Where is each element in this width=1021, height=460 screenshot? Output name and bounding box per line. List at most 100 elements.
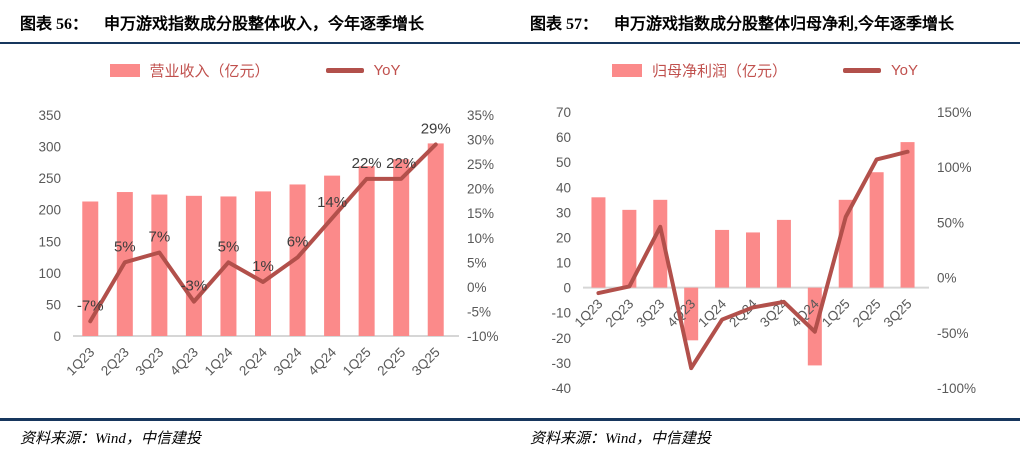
bar	[255, 191, 271, 336]
yoy-point-label: 1%	[252, 258, 274, 275]
bar	[900, 142, 915, 288]
left-axis-tick: 250	[38, 171, 61, 186]
legend-label: 营业收入（亿元）	[149, 63, 270, 80]
figure-56-title-row: 图表 56： 申万游戏指数成分股整体收入，今年逐季增长	[20, 10, 504, 34]
bar	[653, 199, 668, 288]
right-axis-tick: 50%	[937, 215, 964, 230]
left-axis-tick: 60	[556, 130, 571, 145]
yoy-line	[596, 149, 910, 371]
yoy-point-label: 5%	[218, 238, 240, 255]
x-axis-label: 1Q25	[340, 345, 374, 379]
title-divider	[510, 42, 1020, 44]
bar-series-swatch	[109, 64, 140, 77]
bar	[427, 143, 444, 336]
x-axis-label: 3Q23	[633, 296, 667, 330]
title-divider	[0, 42, 510, 44]
x-axis-label: 2Q23	[98, 345, 132, 379]
x-axis-label: 4Q24	[305, 344, 339, 378]
source-note: 资料来源：Wind，中信建投	[20, 431, 201, 447]
yoy-point-label: 5%	[114, 238, 136, 255]
left-axis-tick: 300	[38, 140, 61, 155]
left-axis-tick: 200	[38, 203, 61, 218]
bar	[151, 194, 168, 336]
bar	[715, 229, 730, 288]
x-axis-label: 3Q23	[133, 345, 167, 379]
legend-item-bar: 归母净利润（亿元）	[612, 60, 787, 81]
right-axis-tick: 35%	[467, 108, 494, 123]
legend-item-bar: 营业收入（亿元）	[109, 60, 270, 81]
x-axis-label: 3Q24	[757, 296, 791, 330]
right-axis-tick: 150%	[937, 105, 972, 120]
yoy-point-label: 29%	[421, 120, 451, 137]
bar	[746, 232, 760, 288]
left-axis-tick: -10	[551, 306, 571, 321]
figure-title: 申万游戏指数成分股整体收入，今年逐季增长	[104, 16, 425, 33]
yoy-point-label: 6%	[287, 233, 309, 250]
right-axis-tick: 5%	[467, 255, 487, 270]
figure-label: 图表 56：	[20, 16, 89, 33]
legend-item-line: YoY	[843, 62, 918, 79]
x-axis-label: 1Q24	[695, 296, 729, 330]
line-series-swatch	[843, 68, 882, 73]
bar	[591, 197, 606, 288]
bar	[684, 287, 699, 341]
revenue-chart: 0 50 100 150 200 250 300 350 -10% -5% 0% 5% 10% 15% 20…	[38, 108, 499, 379]
right-axis-tick: 25%	[467, 157, 494, 172]
legend-item-line: YoY	[325, 62, 401, 79]
right-axis-tick: -50%	[937, 326, 969, 341]
bar	[776, 219, 791, 288]
right-axis-tick: 30%	[467, 133, 494, 148]
right-axis-tick: 0%	[467, 280, 487, 295]
left-axis-tick: 20	[556, 230, 571, 245]
figure-57-title-row: 图表 57： 申万游戏指数成分股整体归母净利,今年逐季增长	[530, 10, 1014, 34]
bar	[289, 184, 306, 336]
legend-label: YoY	[891, 62, 918, 79]
revenue-chart-legend: 营业收入（亿元） YoY	[0, 60, 510, 81]
net-profit-chart-legend: 归母净利润（亿元） YoY	[510, 60, 1020, 81]
bar	[358, 166, 375, 336]
figure-56-panel: 图表 56： 申万游戏指数成分股整体收入，今年逐季增长 营业收入（亿元） YoY …	[0, 0, 510, 460]
right-axis-tick: 20%	[467, 182, 494, 197]
left-axis-tick: 70	[556, 105, 571, 120]
left-axis-tick: 100	[38, 266, 61, 281]
yoy-point-label: 22%	[352, 155, 382, 172]
yoy-line	[88, 142, 438, 324]
right-axis-tick: 10%	[467, 231, 494, 246]
net-profit-chart: -40 -30 -20 -10 0 10 20 30 40 50 60 70 -100% -50% 0% 50…	[551, 105, 976, 396]
left-axis-tick: -40	[551, 381, 571, 396]
left-axis-tick: 10	[556, 256, 571, 271]
left-axis-tick: 0	[563, 281, 571, 296]
right-axis-tick: 100%	[937, 160, 972, 175]
left-axis-tick: 0	[53, 329, 61, 344]
bar	[869, 172, 884, 288]
bar	[220, 196, 237, 336]
x-axis-label: 3Q25	[881, 296, 915, 330]
x-axis-label: 1Q23	[63, 345, 97, 379]
left-axis-tick: 30	[556, 205, 571, 220]
x-axis-label: 3Q24	[271, 344, 305, 378]
legend-label: YoY	[373, 62, 401, 79]
x-axis-label: 2Q25	[374, 345, 408, 379]
x-axis-label: 2Q25	[850, 296, 884, 330]
right-axis-tick: -100%	[937, 381, 976, 396]
source-note: 资料来源：Wind，中信建投	[530, 431, 711, 447]
bar	[838, 199, 853, 288]
source-divider	[510, 418, 1020, 421]
bar	[185, 195, 202, 336]
bar-series-swatch	[612, 64, 642, 77]
left-axis-tick: -20	[551, 331, 571, 346]
x-axis-label: 3Q25	[409, 345, 443, 379]
left-axis-tick: 150	[38, 234, 61, 249]
yoy-point-label: -7%	[77, 297, 104, 314]
figure-label: 图表 57：	[530, 16, 599, 33]
right-axis-tick: -5%	[467, 304, 491, 319]
x-axis-label: 4Q23	[167, 345, 201, 379]
right-axis-tick: -10%	[467, 329, 499, 344]
bar	[82, 201, 99, 336]
x-axis-label: 1Q24	[202, 344, 236, 378]
yoy-point-label: 22%	[386, 155, 416, 172]
yoy-point-label: 7%	[149, 229, 171, 246]
left-axis-tick: -30	[551, 356, 571, 371]
x-axis-label: 2Q23	[603, 296, 637, 330]
yoy-point-label: 14%	[317, 194, 347, 211]
